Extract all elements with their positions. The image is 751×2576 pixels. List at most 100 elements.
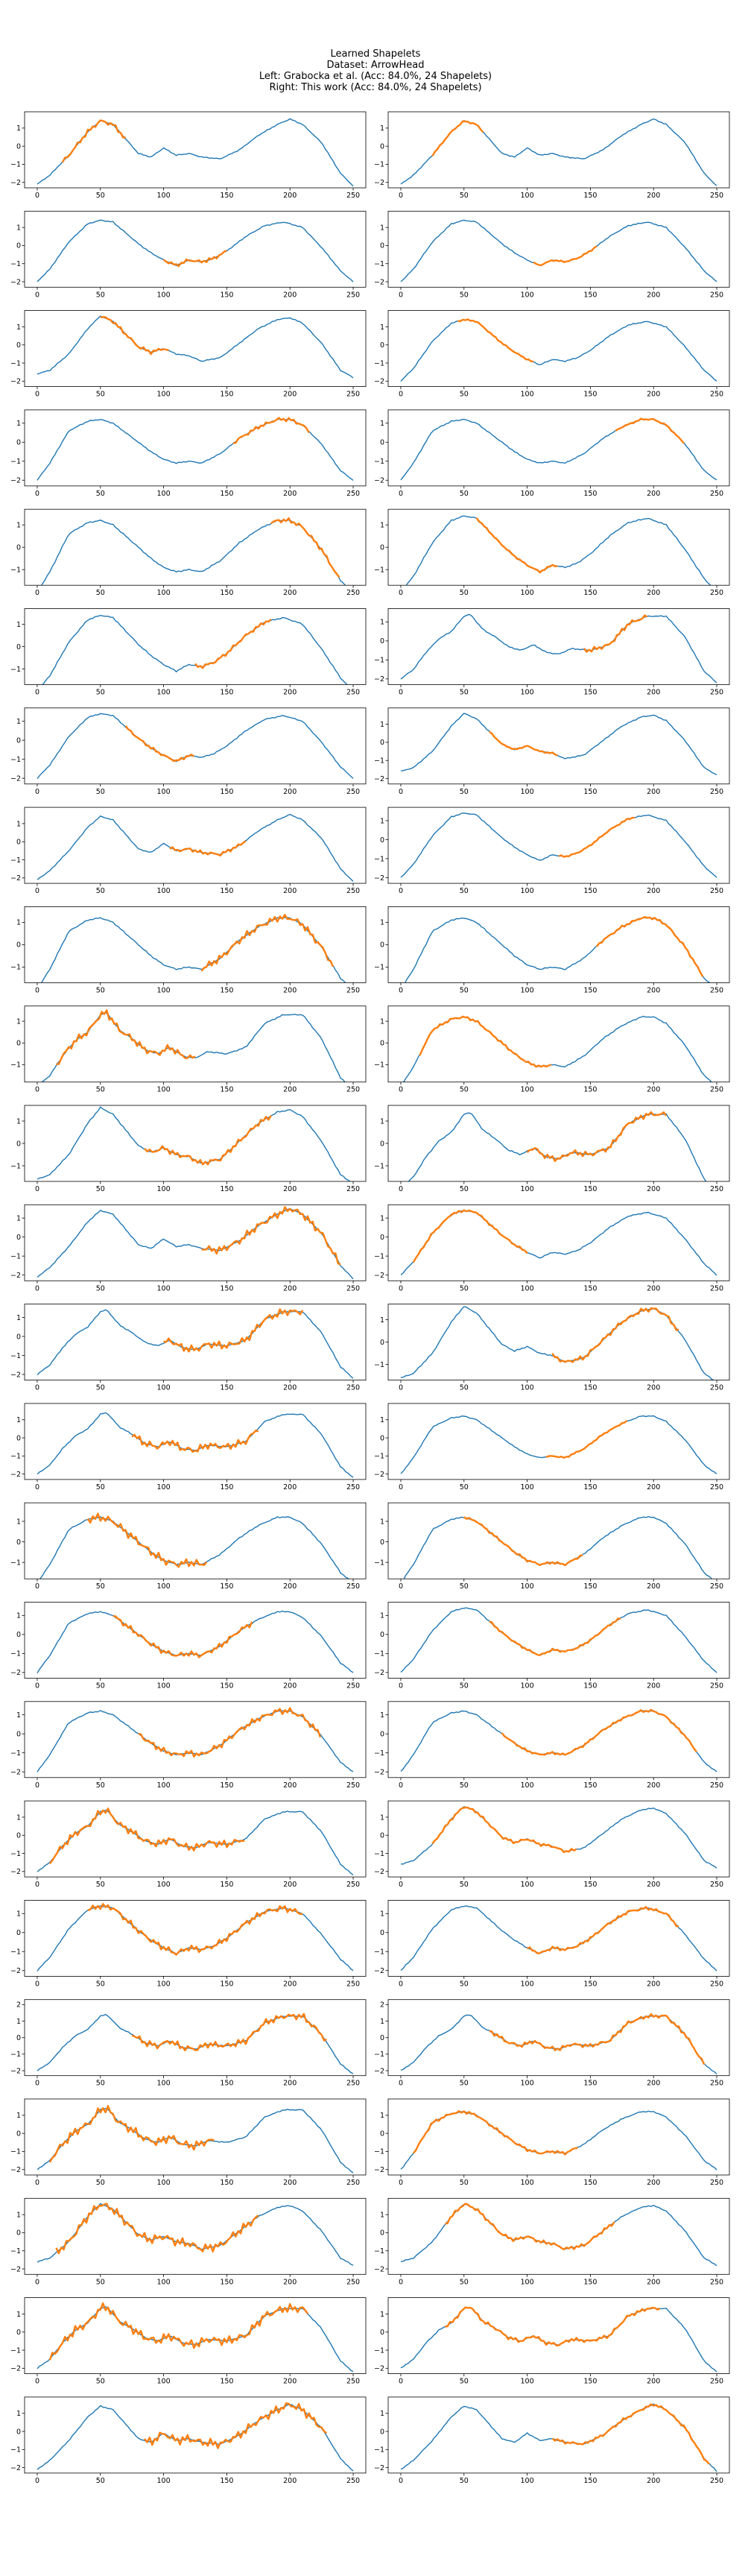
series-line [405, 515, 712, 586]
axes-frame [387, 508, 730, 586]
x-tick-label: 50 [96, 1980, 105, 1988]
y-tick-label: −1 [374, 1650, 384, 1658]
x-tick-label: 0 [399, 2080, 403, 2088]
y-tick-label: 1 [380, 420, 384, 428]
y-tick-label: 0 [380, 2329, 384, 2337]
panel-r10-left: 0 50 100 150 200 250 −1 0 1 [10, 1006, 367, 1094]
x-tick-label: 250 [710, 986, 723, 994]
axes-frame [387, 707, 730, 785]
axes-frame [24, 409, 367, 487]
x-tick-label: 250 [710, 1086, 723, 1094]
axes-frame [24, 2396, 367, 2474]
series-line [37, 2107, 354, 2174]
y-tick-label: 1 [16, 621, 21, 629]
y-tick-label: −1 [10, 756, 21, 764]
x-tick-label: 250 [346, 1185, 360, 1193]
x-tick-label: 200 [283, 689, 297, 697]
x-tick-label: 200 [283, 986, 297, 994]
y-tick-label: −1 [374, 1061, 384, 1070]
x-tick-label: 250 [346, 887, 360, 895]
shapelet-line [457, 318, 534, 363]
shapelet-line [551, 1307, 679, 1363]
y-tick-label: −2 [374, 1768, 384, 1776]
panel-r5-right: 0 50 100 150 200 250 −1 0 1 [374, 508, 730, 597]
x-tick-label: 150 [220, 2378, 233, 2386]
panel-r11-right: 0 50 100 150 200 250 −1 0 1 [374, 1105, 730, 1193]
y-tick-label: 0 [380, 836, 384, 845]
x-tick-label: 250 [710, 192, 723, 200]
y-tick-label: 0 [16, 142, 21, 151]
x-tick-label: 100 [521, 589, 534, 597]
series-line [401, 1806, 717, 1869]
x-tick-label: 200 [647, 1284, 660, 1292]
x-tick-label: 250 [346, 192, 360, 200]
x-tick-label: 100 [521, 2179, 534, 2187]
panel-r24-right: 0 50 100 150 200 250 −2 −1 0 1 [374, 2396, 730, 2485]
x-tick-label: 100 [157, 1980, 171, 1988]
x-tick-label: 0 [399, 887, 403, 895]
series-line [37, 2305, 354, 2373]
y-tick-label: 0 [16, 2130, 21, 2138]
x-tick-label: 250 [710, 391, 723, 399]
y-tick-label: 1 [380, 124, 384, 133]
panel-r17-left: 0 50 100 150 200 250 −2 −1 0 1 [10, 1701, 367, 1790]
x-tick-label: 0 [35, 986, 39, 994]
x-tick-label: 150 [583, 1582, 597, 1591]
x-tick-label: 250 [710, 490, 723, 498]
y-tick-label: −1 [374, 2446, 384, 2455]
y-tick-label: −2 [10, 2067, 21, 2075]
x-tick-label: 0 [399, 986, 403, 994]
x-tick-label: 200 [283, 2179, 297, 2187]
y-tick-label: −1 [374, 1948, 384, 1957]
y-tick-label: 0 [16, 2229, 21, 2238]
y-tick-label: 1 [380, 522, 384, 530]
x-tick-label: 150 [583, 2179, 597, 2187]
series-line [37, 2013, 354, 2074]
y-tick-label: −1 [374, 1559, 384, 1567]
series-line [400, 2110, 717, 2171]
y-tick-label: 1 [16, 2018, 21, 2026]
x-tick-label: 250 [710, 1781, 723, 1790]
shapelet-line [445, 2203, 615, 2251]
x-tick-label: 150 [583, 1185, 597, 1193]
series-line [37, 219, 354, 282]
x-tick-label: 200 [283, 2378, 297, 2386]
shapelet-line [412, 1209, 528, 1263]
shapelet-line [412, 2109, 578, 2156]
y-tick-label: −1 [374, 855, 384, 863]
shapelet-line [87, 1903, 303, 1956]
series-line [400, 1607, 717, 1673]
y-tick-label: 2 [16, 2001, 21, 2010]
y-tick-label: −1 [10, 1749, 21, 1758]
x-tick-label: 100 [157, 1682, 171, 1690]
x-tick-label: 0 [399, 1682, 403, 1690]
x-tick-label: 250 [710, 887, 723, 895]
y-tick-label: 1 [16, 2112, 21, 2120]
x-tick-label: 150 [583, 1284, 597, 1292]
x-tick-label: 50 [96, 1384, 105, 1392]
axes-frame [24, 210, 367, 288]
axes-frame [24, 1204, 367, 1281]
x-tick-label: 100 [157, 1185, 171, 1193]
panel-r23-left: 0 50 100 150 200 250 −2 −1 0 1 [10, 2297, 367, 2386]
x-tick-label: 250 [346, 1384, 360, 1392]
series-line [37, 1309, 354, 1379]
shapelet-line [419, 1015, 552, 1068]
axes-frame [387, 1403, 730, 1480]
axes-frame [387, 2297, 730, 2375]
shapelet-line [501, 1708, 697, 1756]
x-tick-label: 50 [460, 1384, 469, 1392]
x-tick-label: 200 [647, 1384, 660, 1392]
x-tick-label: 100 [157, 2080, 171, 2088]
x-tick-label: 200 [283, 1483, 297, 1491]
axes-frame [24, 1800, 367, 1878]
y-tick-label: −1 [374, 2051, 384, 2059]
x-tick-label: 0 [35, 2378, 39, 2386]
axes-frame [387, 1899, 730, 1977]
y-tick-label: 1 [380, 1711, 384, 1720]
x-tick-label: 250 [710, 689, 723, 697]
y-tick-label: 0 [16, 1434, 21, 1442]
series-line [40, 917, 346, 983]
x-tick-label: 50 [460, 887, 469, 895]
x-tick-label: 150 [220, 1682, 233, 1690]
